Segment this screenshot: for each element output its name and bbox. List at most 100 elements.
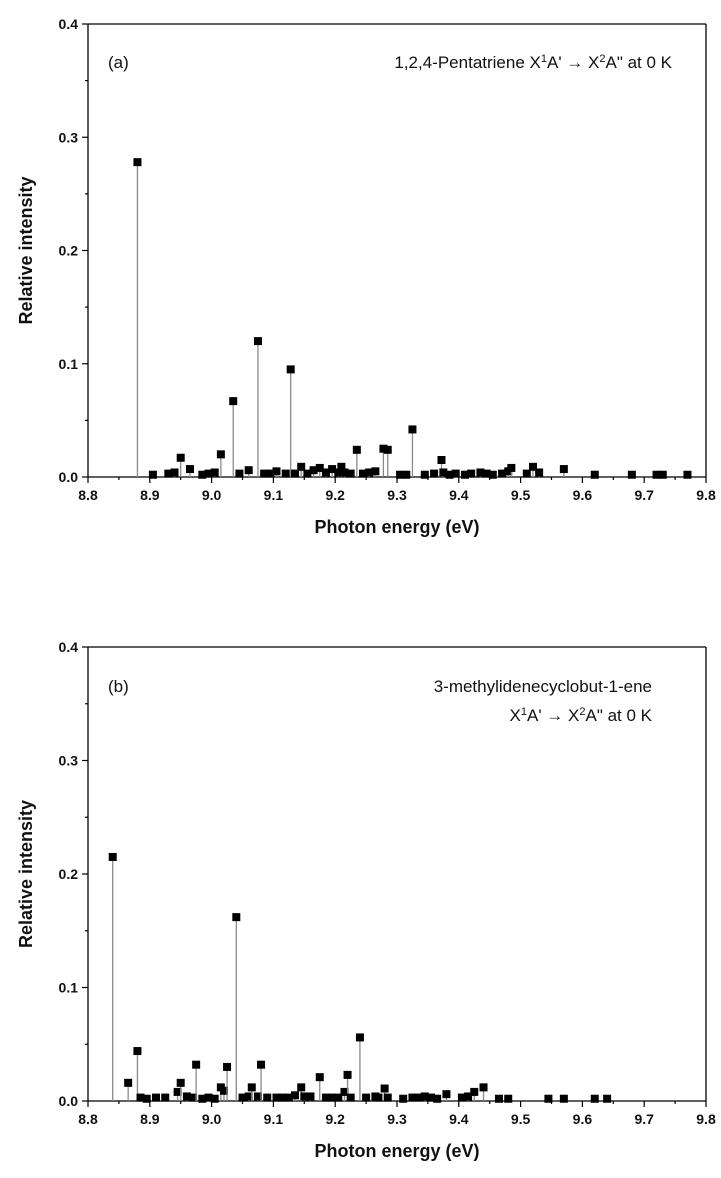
x-tick-label: 8.8 [78,1111,98,1127]
y-tick-label: 0.3 [59,129,79,145]
data-point [244,466,253,475]
data-point [383,445,392,454]
data-point [204,469,213,478]
data-point [286,365,295,374]
series-group [133,158,692,479]
y-tick-label: 0.4 [59,639,79,655]
data-point [442,1090,451,1099]
annotation-text: A" at 0 K [605,53,672,72]
data-point [136,1093,145,1102]
data-point [235,469,244,478]
data-point [328,465,337,474]
data-point [151,1093,160,1102]
data-point [590,470,599,479]
annotation-text: 1,2,4-Pentatriene X [394,53,540,72]
annotation-line: X1A' → X2A" at 0 K [510,706,653,725]
data-point [420,1092,429,1101]
data-point [297,1083,306,1092]
panel-label: (a) [108,53,129,72]
x-axis-title: Photon energy (eV) [314,517,479,537]
data-point [198,470,207,479]
data-point [420,470,429,479]
data-point [210,1094,219,1103]
data-point [590,1094,599,1103]
data-point [306,1092,315,1101]
data-point [535,468,544,477]
data-point [396,470,405,479]
data-point [297,462,306,471]
y-axis-title: Relative intensity [16,176,36,324]
y-axis-title: Relative intensity [16,800,36,948]
data-point [321,468,330,477]
data-point [216,450,225,459]
data-point [291,1091,300,1100]
data-point [522,469,531,478]
data-point [374,1093,383,1102]
data-point [229,397,238,406]
data-point [343,1070,352,1079]
data-point [315,463,324,472]
data-point [464,1092,473,1101]
annotation-superscript: 1 [541,53,547,65]
data-point [309,466,318,475]
data-point [247,1083,256,1092]
data-point [383,1093,392,1102]
x-tick-label: 9.7 [634,487,654,503]
data-point [627,470,636,479]
data-point [148,470,157,479]
annotation-line: 3-methylidenecyclobut-1-ene [434,677,652,696]
data-point [437,456,446,465]
x-tick-label: 9.3 [387,1111,407,1127]
data-point [272,467,281,476]
data-point [460,470,469,479]
data-point [482,469,491,478]
x-tick-label: 8.9 [140,487,160,503]
data-point [476,468,485,477]
data-point [355,1033,364,1042]
y-tick-label: 0.3 [59,753,79,769]
data-point [257,1060,266,1069]
data-point [260,469,269,478]
data-point [263,1093,272,1102]
chart-panel-b: 8.8 8.9 9.0 9.1 9.2 9.3 9.4 9.5 9.6 9.7 9.8 0.0 0.1 0… [16,639,716,1161]
panel-label: (b) [108,677,129,696]
data-point [334,1093,343,1102]
y-tick-label: 0.2 [59,243,79,259]
data-point [133,158,142,167]
x-tick-label: 9.1 [264,1111,284,1127]
x-tick-label: 9.3 [387,487,407,503]
data-point [170,468,179,477]
x-tick-label: 9.5 [511,1111,531,1127]
data-point [176,453,185,462]
data-point [430,469,439,478]
y-tick-label: 0.0 [59,469,79,485]
data-point [379,444,388,453]
data-point [281,469,290,478]
data-point [603,1094,612,1103]
data-point [334,468,343,477]
data-point [488,470,497,479]
data-point [445,470,454,479]
data-point [244,1092,253,1101]
data-point [189,1093,198,1102]
data-point [124,1078,133,1087]
data-point [108,852,117,861]
data-point [470,1087,479,1096]
annotation-text: 3-methylidenecyclobut-1-ene [434,677,652,696]
data-point [414,1093,423,1102]
data-point [402,470,411,479]
data-point [340,468,349,477]
x-tick-label: 9.7 [634,1111,654,1127]
y-tick-label: 0.4 [59,16,79,32]
data-point [315,1073,324,1082]
data-point [192,1060,201,1069]
data-point [652,470,661,479]
x-tick-label: 9.4 [449,1111,469,1127]
data-point [223,1062,232,1071]
data-point [559,1094,568,1103]
data-point [291,469,300,478]
data-point [133,1047,142,1056]
annotation-superscript: 2 [599,53,605,65]
data-point [359,469,368,478]
data-point [380,1084,389,1093]
